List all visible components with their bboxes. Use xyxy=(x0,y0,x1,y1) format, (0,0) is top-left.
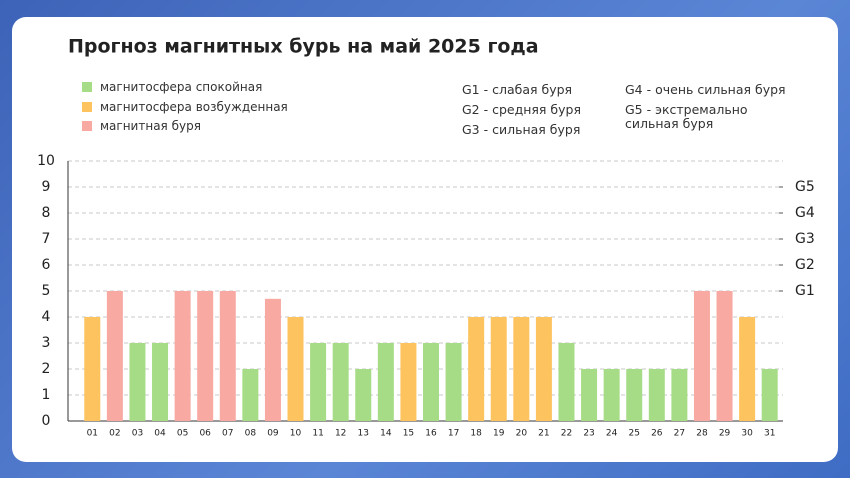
bar xyxy=(671,369,688,421)
bar xyxy=(332,343,349,421)
bar xyxy=(355,369,372,421)
bar xyxy=(490,317,507,421)
y-tick-label: 5 xyxy=(42,283,51,299)
bar xyxy=(310,343,327,421)
x-tick-label: 09 xyxy=(267,429,279,439)
y-tick-label: 10 xyxy=(37,153,55,169)
x-tick-label: 29 xyxy=(719,429,731,439)
bar xyxy=(106,291,123,421)
bar xyxy=(535,317,552,421)
y-tick-label: 3 xyxy=(42,335,51,351)
x-tick-label: 24 xyxy=(606,429,618,439)
y2-tick-label: G2 xyxy=(795,257,815,273)
bar xyxy=(423,343,439,421)
x-tick-label: 21 xyxy=(538,429,549,439)
x-tick-label: 17 xyxy=(448,429,459,439)
bar xyxy=(603,369,620,421)
y-tick-label: 8 xyxy=(42,205,51,221)
y-tick-label: 2 xyxy=(42,361,51,377)
scale-note: G3 - сильная буря xyxy=(462,122,581,137)
y2-tick-label: G4 xyxy=(795,205,815,221)
legend-swatch xyxy=(82,82,92,92)
x-tick-label: 10 xyxy=(290,429,302,439)
x-tick-label: 30 xyxy=(741,429,753,439)
bar xyxy=(400,343,417,421)
x-tick-label: 28 xyxy=(696,429,708,439)
x-tick-label: 04 xyxy=(154,429,166,439)
bar xyxy=(174,291,191,421)
bar xyxy=(445,343,462,421)
legend-label: магнитная буря xyxy=(100,119,201,133)
x-tick-label: 11 xyxy=(312,429,323,439)
x-tick-label: 31 xyxy=(764,429,775,439)
x-tick-label: 05 xyxy=(177,429,188,439)
y-tick-label: 4 xyxy=(42,309,51,325)
y-tick-label: 7 xyxy=(42,231,51,247)
y2-tick-label: G3 xyxy=(795,231,815,247)
y-tick-label: 0 xyxy=(42,413,51,429)
x-tick-label: 03 xyxy=(132,429,143,439)
bar xyxy=(693,291,710,421)
bar xyxy=(219,291,236,421)
legend-item: магнитосфера возбужденная xyxy=(82,98,288,116)
x-tick-label: 02 xyxy=(109,429,120,439)
bar xyxy=(648,369,665,421)
bar xyxy=(468,317,485,421)
y-tick-label: 9 xyxy=(42,179,51,195)
bar xyxy=(287,317,304,421)
scale-note: G5 - экстремально сильная буря xyxy=(625,102,748,131)
x-tick-label: 20 xyxy=(516,429,528,439)
x-tick-label: 06 xyxy=(199,429,211,439)
legend-label: магнитосфера возбужденная xyxy=(100,99,288,114)
bar xyxy=(513,317,530,421)
y-tick-label: 1 xyxy=(42,387,51,403)
bar xyxy=(197,291,214,421)
bar xyxy=(242,369,259,421)
chart-title: Прогноз магнитных бурь на май 2025 года xyxy=(68,36,539,58)
x-tick-label: 19 xyxy=(493,429,505,439)
bar xyxy=(761,369,778,421)
bar xyxy=(716,291,733,421)
scale-note: G1 - слабая буря xyxy=(462,82,573,97)
bar xyxy=(581,369,598,421)
x-tick-label: 01 xyxy=(87,429,98,439)
bar xyxy=(84,317,101,421)
scale-note: G2 - средняя буря xyxy=(462,102,581,117)
legend-swatch xyxy=(82,121,92,131)
bar xyxy=(129,343,146,421)
bar xyxy=(264,298,281,421)
bar xyxy=(626,369,643,421)
bar xyxy=(377,343,394,421)
x-tick-label: 13 xyxy=(358,429,369,439)
legend-item: магнитосфера спокойная xyxy=(82,78,262,96)
legend-label: магнитосфера спокойная xyxy=(100,80,263,94)
x-tick-label: 27 xyxy=(674,429,685,439)
x-tick-label: 14 xyxy=(380,429,392,439)
bar xyxy=(558,343,575,421)
x-tick-label: 08 xyxy=(245,429,257,439)
bar xyxy=(739,317,756,421)
x-tick-label: 26 xyxy=(651,429,663,439)
x-tick-label: 23 xyxy=(583,429,594,439)
x-tick-label: 12 xyxy=(335,429,346,439)
x-tick-label: 18 xyxy=(470,429,482,439)
x-tick-label: 07 xyxy=(222,429,233,439)
x-tick-label: 22 xyxy=(561,429,572,439)
x-tick-label: 25 xyxy=(628,429,639,439)
y-tick-label: 6 xyxy=(42,257,51,273)
y2-tick-label: G1 xyxy=(795,283,815,299)
bar xyxy=(152,343,169,421)
legend-swatch xyxy=(82,101,92,112)
scale-note: G4 - очень сильная буря xyxy=(625,82,786,97)
x-tick-label: 16 xyxy=(425,429,437,439)
legend-item: магнитная буря xyxy=(82,117,201,135)
x-tick-label: 15 xyxy=(403,429,414,439)
y2-tick-label: G5 xyxy=(795,179,815,195)
